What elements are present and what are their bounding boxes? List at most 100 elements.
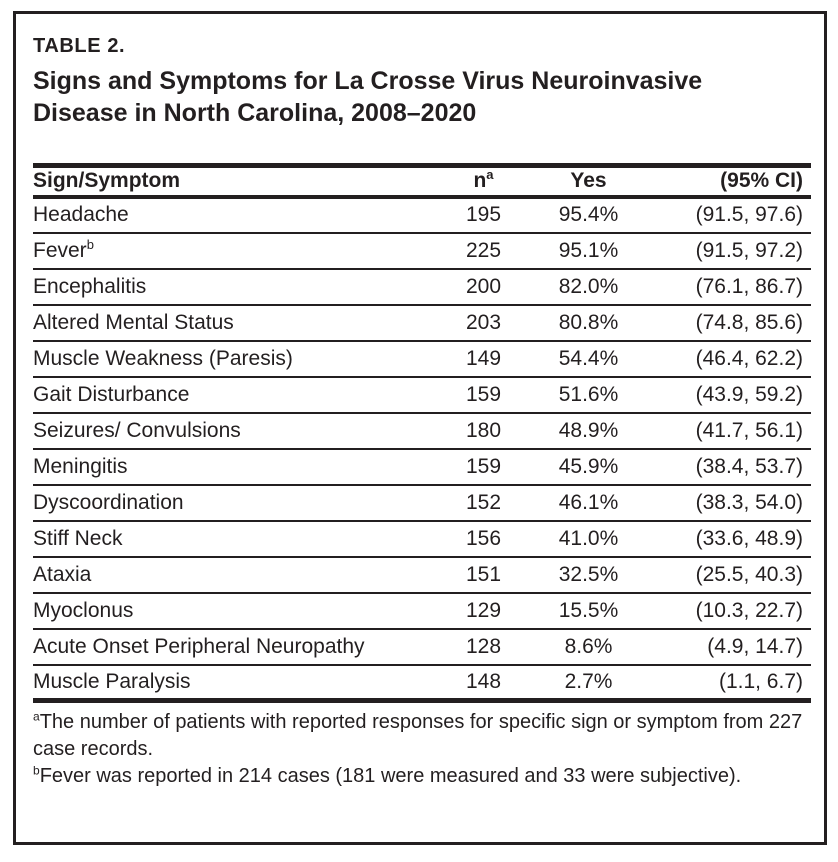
header-n-superscript: a: [486, 167, 494, 183]
cell-yes: 46.1%: [558, 490, 619, 514]
header-n-label: n: [473, 169, 487, 193]
sign-label: Headache: [33, 203, 129, 226]
header-n: na: [431, 166, 536, 197]
cell-n: 151: [465, 562, 502, 586]
cell-ci: (33.6, 48.9): [695, 526, 803, 550]
sign-superscript: b: [86, 236, 94, 252]
sign-label: Ataxia: [33, 562, 92, 586]
cell-sign: Altered Mental Status: [33, 305, 431, 341]
table-header-row: Sign/Symptom na Yes (95% CI): [33, 166, 811, 197]
cell-yes: 48.9%: [558, 418, 619, 442]
cell-n: 180: [465, 418, 502, 442]
sign-label: Gait Disturbance: [33, 382, 190, 406]
cell-sign: Stiff Neck: [33, 521, 431, 557]
table-row: Ataxia 151 32.5% (25.5, 40.3): [33, 557, 811, 593]
cell-sign: Dyscoordination: [33, 485, 431, 521]
table-row: Headache 195 95.4% (91.5, 97.6): [33, 197, 811, 233]
table-row: Muscle Weakness (Paresis) 149 54.4% (46.…: [33, 341, 811, 377]
sign-label: Dyscoordination: [33, 490, 184, 514]
sign-label: Encephalitis: [33, 274, 147, 298]
sign-label: Muscle Weakness (Paresis): [33, 346, 293, 370]
footnote-b: bFever was reported in 214 cases (181 we…: [33, 763, 808, 790]
cell-n: 128: [465, 634, 502, 658]
sign-label: Seizures/ Convulsions: [33, 418, 241, 442]
footnote-b-marker: b: [33, 763, 40, 778]
cell-yes: 2.7%: [564, 669, 613, 693]
cell-ci: (4.9, 14.7): [707, 634, 803, 658]
signs-symptoms-table: Sign/Symptom na Yes (95% CI) Headache 19…: [33, 163, 811, 703]
table-label: TABLE 2.: [33, 35, 126, 57]
header-sign-symptom: Sign/Symptom: [33, 169, 181, 193]
table-row: Gait Disturbance 159 51.6% (43.9, 59.2): [33, 377, 811, 413]
cell-sign: Acute Onset Peripheral Neuropathy: [33, 629, 431, 665]
table-row: Muscle Paralysis 148 2.7% (1.1, 6.7): [33, 665, 811, 701]
sign-label: Meningitis: [33, 454, 128, 478]
cell-ci: (25.5, 40.3): [695, 562, 803, 586]
cell-n: 203: [465, 310, 502, 334]
cell-n: 159: [465, 454, 502, 478]
cell-ci: (10.3, 22.7): [695, 598, 803, 622]
cell-yes: 32.5%: [558, 562, 619, 586]
cell-yes: 95.4%: [558, 203, 619, 226]
footnote-a-marker: a: [33, 709, 40, 724]
cell-n: 149: [465, 346, 502, 370]
cell-ci: (1.1, 6.7): [718, 669, 803, 693]
cell-n: 195: [465, 203, 502, 226]
cell-n: 129: [465, 598, 502, 622]
cell-ci: (76.1, 86.7): [695, 274, 803, 298]
sign-label: Altered Mental Status: [33, 310, 234, 334]
cell-yes: 82.0%: [558, 274, 619, 298]
table-body: Headache 195 95.4% (91.5, 97.6) Feverb 2…: [33, 197, 811, 701]
table-row: Encephalitis 200 82.0% (76.1, 86.7): [33, 269, 811, 305]
header-yes: Yes: [570, 169, 607, 193]
table-row: Acute Onset Peripheral Neuropathy 128 8.…: [33, 629, 811, 665]
table-row: Meningitis 159 45.9% (38.4, 53.7): [33, 449, 811, 485]
cell-n: 156: [465, 526, 502, 550]
table-head: Sign/Symptom na Yes (95% CI): [33, 166, 811, 197]
table-row: Feverb 225 95.1% (91.5, 97.2): [33, 233, 811, 269]
cell-ci: (91.5, 97.2): [695, 238, 803, 262]
cell-sign: Encephalitis: [33, 269, 431, 305]
table-title: Signs and Symptoms for La Crosse Virus N…: [33, 67, 703, 127]
cell-ci: (38.3, 54.0): [695, 490, 803, 514]
table-row: Seizures/ Convulsions 180 48.9% (41.7, 5…: [33, 413, 811, 449]
cell-yes: 80.8%: [558, 310, 619, 334]
table-frame: TABLE 2. Signs and Symptoms for La Cross…: [13, 11, 827, 845]
table-row: Altered Mental Status 203 80.8% (74.8, 8…: [33, 305, 811, 341]
table-row: Dyscoordination 152 46.1% (38.3, 54.0): [33, 485, 811, 521]
cell-sign: Myoclonus: [33, 593, 431, 629]
footnotes: aThe number of patients with reported re…: [33, 709, 808, 790]
cell-ci: (74.8, 85.6): [695, 310, 803, 334]
cell-yes: 8.6%: [564, 634, 613, 658]
table-row: Myoclonus 129 15.5% (10.3, 22.7): [33, 593, 811, 629]
sign-label: Fever: [33, 238, 87, 262]
cell-n: 200: [465, 274, 502, 298]
header-ci: (95% CI): [720, 169, 803, 193]
cell-yes: 95.1%: [558, 238, 619, 262]
cell-sign: Muscle Paralysis: [33, 665, 431, 701]
cell-sign: Gait Disturbance: [33, 377, 431, 413]
cell-yes: 45.9%: [558, 454, 619, 478]
cell-sign: Feverb: [33, 233, 431, 269]
cell-yes: 15.5%: [558, 598, 619, 622]
footnote-a: aThe number of patients with reported re…: [33, 709, 808, 763]
cell-ci: (41.7, 56.1): [695, 418, 803, 442]
cell-sign: Seizures/ Convulsions: [33, 413, 431, 449]
sign-label: Stiff Neck: [33, 526, 123, 550]
cell-sign: Muscle Weakness (Paresis): [33, 341, 431, 377]
cell-ci: (43.9, 59.2): [695, 382, 803, 406]
sign-label: Muscle Paralysis: [33, 669, 191, 693]
cell-yes: 54.4%: [558, 346, 619, 370]
cell-sign: Ataxia: [33, 557, 431, 593]
cell-yes: 51.6%: [558, 382, 619, 406]
cell-n: 152: [465, 490, 502, 514]
cell-sign: Meningitis: [33, 449, 431, 485]
cell-n: 225: [465, 238, 502, 262]
cell-sign: Headache: [33, 197, 431, 233]
cell-ci: (91.5, 97.6): [695, 203, 803, 226]
sign-label: Acute Onset Peripheral Neuropathy: [33, 634, 365, 658]
cell-n: 148: [465, 669, 502, 693]
cell-ci: (46.4, 62.2): [695, 346, 803, 370]
table-row: Stiff Neck 156 41.0% (33.6, 48.9): [33, 521, 811, 557]
cell-ci: (38.4, 53.7): [695, 454, 803, 478]
